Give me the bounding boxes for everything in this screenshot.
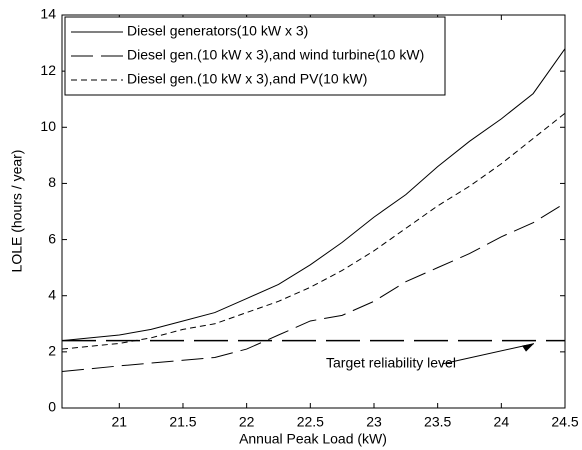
x-tick-label: 23 [366, 414, 382, 430]
y-tick-label: 2 [48, 343, 56, 359]
legend-box [64, 16, 446, 96]
x-tick-label: 24.5 [551, 414, 578, 430]
x-tick-label: 24 [494, 414, 510, 430]
y-tick-label: 12 [40, 62, 56, 78]
y-tick-label: 8 [48, 174, 56, 190]
y-tick-label: 6 [48, 230, 56, 246]
x-tick-label: 23.5 [424, 414, 451, 430]
x-axis-label: Annual Peak Load (kW) [239, 431, 387, 447]
target-arrow [441, 343, 535, 365]
x-tick-label: 22.5 [297, 414, 324, 430]
y-tick-label: 14 [40, 6, 56, 22]
x-tick-label: 21.5 [169, 414, 196, 430]
x-tick-label: 22 [239, 414, 255, 430]
line-series [61, 112, 566, 350]
y-tick-label: 4 [48, 286, 56, 302]
y-axis-label: LOLE (hours / year) [9, 150, 25, 273]
legend-label: Diesel gen.(10 kW x 3),and wind turbine(… [127, 47, 424, 63]
target-label: Target reliability level [326, 355, 456, 371]
line-series [61, 202, 566, 373]
x-tick-label: 21 [112, 414, 128, 430]
line-series [61, 48, 566, 342]
y-tick-label: 10 [40, 118, 56, 134]
legend-label: Diesel gen.(10 kW x 3),and PV(10 kW) [127, 71, 367, 87]
target-arrowhead [522, 343, 534, 352]
legend-label: Diesel generators(10 kW x 3) [127, 23, 308, 39]
y-tick-label: 0 [48, 399, 56, 415]
